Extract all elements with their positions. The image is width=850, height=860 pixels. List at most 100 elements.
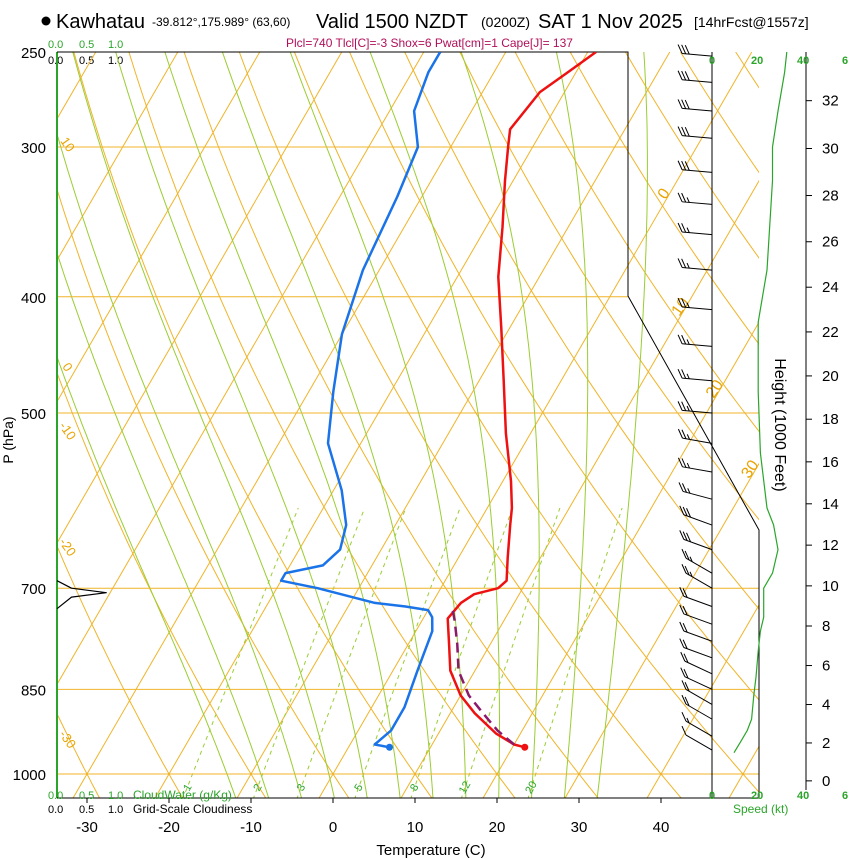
wind-barb	[681, 694, 713, 720]
wind-barb	[678, 482, 713, 500]
moist-adiabat-line	[596, 52, 648, 798]
dry-adiabat-line	[57, 187, 350, 798]
cloudiness-bottom-tick: 1.0	[108, 804, 123, 816]
cloudwater-top-tick: 0.0	[48, 39, 63, 51]
wind-barb	[677, 428, 713, 444]
wind-barb	[679, 638, 713, 659]
height-tick-label: 32	[822, 93, 839, 110]
temperature-line	[446, 52, 597, 749]
moist-adiabat-line	[555, 52, 589, 798]
cloudiness-top-tick: 1.0	[108, 55, 123, 67]
pressure-tick-label: 850	[21, 682, 46, 699]
isotherm-line	[482, 321, 759, 798]
wind-barb	[677, 457, 713, 473]
speed-top-tick: 40	[797, 55, 809, 67]
height-tick-label: 16	[822, 454, 839, 471]
temperature-tick-label: 40	[653, 819, 670, 836]
temperature-tick-label: -10	[240, 819, 262, 836]
parcel-line	[451, 609, 515, 746]
mixing-ratio-line	[410, 507, 513, 798]
wind-barb	[677, 222, 713, 236]
dry-adiabat-line	[57, 371, 267, 798]
dewpoint-line	[279, 52, 442, 749]
wind-barb	[677, 44, 713, 57]
mixing-ratio-line	[354, 507, 461, 798]
dry-adiabat-line	[57, 712, 101, 798]
pressure-ticks: 250 300 400 500 700 850 1000	[13, 45, 46, 784]
isotherm-line	[154, 52, 589, 798]
pressure-axis-label: P (hPa)	[0, 416, 16, 463]
station-dot-icon	[41, 16, 51, 26]
height-tick-label: 24	[822, 279, 839, 296]
mixing-ratio-line	[252, 507, 366, 798]
speed-top-tick: 20	[751, 55, 763, 67]
isotherm-line	[236, 52, 671, 798]
height-tick-label: 2	[822, 735, 830, 752]
moist-adiabat-line	[164, 52, 401, 798]
wind-barb	[677, 401, 713, 414]
speed-bottom-tick: 40	[797, 790, 809, 802]
cloudwater-bottom-tick: 1.0	[108, 790, 123, 802]
wind-barb	[681, 564, 713, 589]
wind-barbs	[677, 44, 713, 751]
moist-adiabat-line	[57, 251, 270, 798]
speed-top-ticks: 0 20 40 6	[709, 55, 848, 67]
dry-adiabat-line	[73, 52, 433, 798]
speed-top-tick: 0	[709, 55, 715, 67]
wind-barb	[679, 505, 713, 526]
mixing-ratio-label: 2	[251, 782, 264, 793]
isotherm-label: 0	[59, 360, 75, 375]
moist-adiabat-line	[460, 52, 540, 798]
wind-barb	[680, 667, 713, 690]
wind-barb	[677, 126, 713, 139]
cloudiness-top-tick: 0.0	[48, 55, 63, 67]
pressure-tick-label: 500	[21, 406, 46, 423]
isotherm-label: -30	[56, 727, 79, 751]
wind-barb	[681, 680, 713, 705]
isotherm-line	[57, 52, 179, 262]
wind-barb	[677, 70, 713, 83]
utc-time: (0200Z)	[481, 14, 530, 30]
moist-adiabat-line	[369, 52, 500, 798]
cloudiness-bottom-tick: 0.5	[79, 804, 94, 816]
wind-barb	[677, 99, 713, 112]
height-tick-label: 10	[822, 578, 839, 595]
cloudwater-bottom-ticks: 0.0 0.5 1.0	[48, 790, 123, 802]
cloudwater-label: CloudWater (g/Kg)	[133, 788, 232, 802]
wind-barb	[677, 297, 713, 311]
isotherm-label: 0	[655, 185, 674, 202]
wind-barb	[677, 192, 713, 205]
moist-adiabat-line	[221, 52, 434, 798]
pressure-tick-label: 400	[21, 290, 46, 307]
mixing-ratio-line	[182, 507, 299, 798]
speed-top-tick: 6	[842, 55, 848, 67]
height-tick-label: 28	[822, 188, 839, 205]
mixing-ratio-label: 20	[523, 779, 540, 796]
dry-adiabat-line	[183, 52, 599, 798]
cloudiness-top-tick: 0.5	[79, 55, 94, 67]
temperature-tick-label: 0	[329, 819, 337, 836]
mixing-ratio-label: 5	[352, 782, 365, 793]
station-coords: -39.812°,175.989° (63,60)	[152, 15, 290, 29]
isotherm-label: 30	[738, 457, 762, 481]
station-name: Kawhatau	[56, 11, 145, 33]
cloudwater-bottom-tick: 0.5	[79, 790, 94, 802]
temperature-tick-label: 20	[489, 819, 506, 836]
moist-adiabat-line	[289, 52, 467, 798]
valid-date: SAT 1 Nov 2025	[538, 11, 683, 33]
isotherm-line	[564, 462, 759, 798]
temperature-tick-label: 30	[571, 819, 588, 836]
height-axis-label: Height (1000 Feet)	[771, 358, 788, 491]
wind-barb	[681, 548, 713, 574]
wind-barb	[679, 530, 713, 551]
wind-barb	[677, 160, 713, 173]
dry-adiabat-line	[459, 52, 759, 521]
temperature-ticks: -30 -20 -10 0 10 20 30 40	[76, 798, 669, 836]
moist-adiabat-line	[72, 52, 335, 798]
dry-adiabat-line	[791, 52, 850, 799]
wind-barb	[680, 651, 713, 675]
cloudiness-bottom-ticks: 0.0 0.5 1.0	[48, 804, 123, 816]
isotherm-line	[57, 52, 261, 403]
